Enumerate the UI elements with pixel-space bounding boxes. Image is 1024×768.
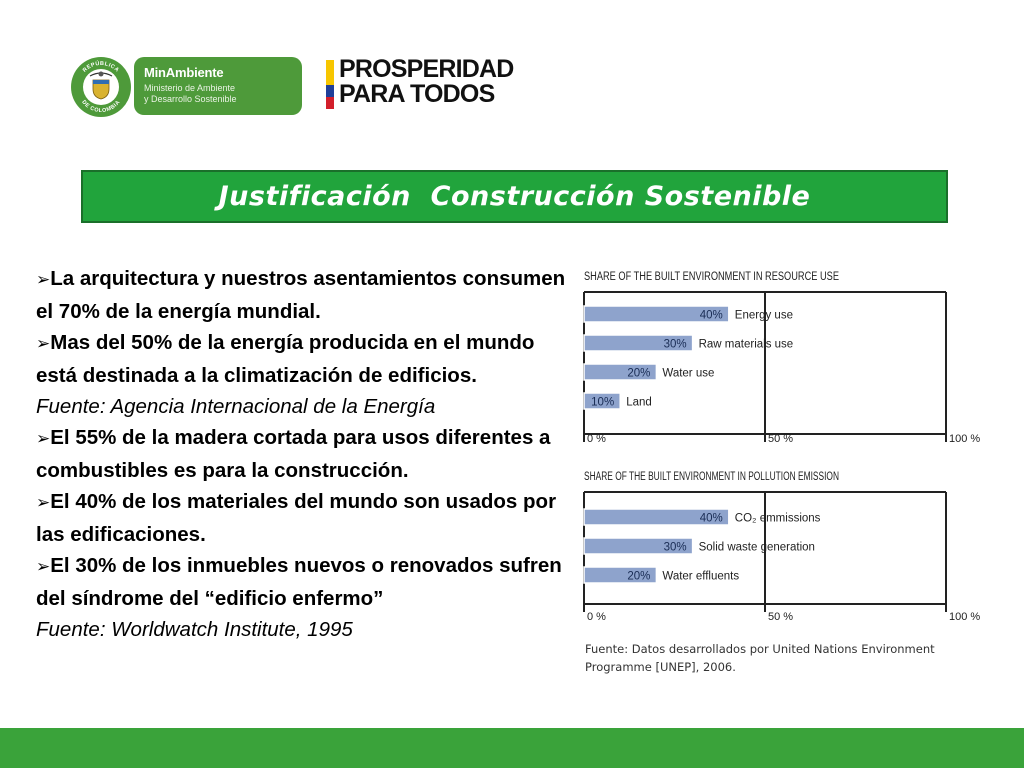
chart-1-category-label: Energy use — [735, 310, 793, 322]
chart-2-category-label: Water effluents — [662, 571, 739, 583]
bullet-3-text: El 55% de la madera cortada para usos di… — [36, 426, 551, 482]
chart-1-category-label: Land — [626, 397, 652, 409]
chart-source-line1: Fuente: Datos desarrollados por United N… — [585, 642, 935, 656]
chart-2-bar-value-label: 40% — [700, 513, 723, 525]
minambiente-logo: MinAmbiente Ministerio de Ambiente y Des… — [134, 57, 302, 115]
bullet-5-text: El 30% de los inmuebles nuevos o renovad… — [36, 554, 562, 610]
chart-2-category-label: CO₂ emmissions — [735, 513, 821, 525]
chart-1-bar-value-label: 40% — [700, 310, 723, 322]
chart-2-bar — [583, 566, 658, 584]
bullet-arrow-icon: ➢ — [36, 493, 51, 513]
bullet-arrow-icon: ➢ — [36, 557, 51, 577]
bullet-3: ➢El 55% de la madera cortada para usos d… — [36, 422, 571, 486]
chart-1-title: SHARE OF THE BUILT ENVIRONMENT IN RESOUR… — [584, 271, 839, 283]
chart-source: Fuente: Datos desarrollados por United N… — [585, 640, 965, 676]
prosperidad-line1: PROSPERIDAD — [339, 55, 514, 83]
chart-2-tick-label: 100 % — [949, 611, 980, 623]
bullet-2: ➢Mas del 50% de la energía producida en … — [36, 327, 571, 391]
chart-1-category-label: Raw materials use — [699, 339, 794, 351]
chart-2-bar-value-label: 20% — [627, 571, 650, 583]
body-text: ➢La arquitectura y nuestros asentamiento… — [36, 263, 571, 645]
colombia-flag-icon — [326, 60, 334, 109]
chart-2-bar-value-label: 30% — [664, 542, 687, 554]
chart-2-category-label: Solid waste generation — [699, 542, 815, 554]
bullet-arrow-icon: ➢ — [36, 270, 51, 290]
chart-2-tick-label: 50 % — [768, 611, 793, 623]
chart-1-tick-label: 100 % — [949, 433, 980, 445]
title-banner: Justificación Construcción Sostenible — [81, 170, 948, 223]
chart-1-bar — [583, 305, 730, 323]
chart-1-bar — [583, 334, 694, 352]
colombia-seal-logo: REPÚBLICA DE COLOMBIA — [71, 57, 131, 117]
chart-1-category-label: Water use — [662, 368, 714, 380]
chart-1-bar — [583, 363, 658, 381]
chart-2-bar — [583, 537, 694, 555]
source-1: Fuente: Agencia Internacional de la Ener… — [36, 395, 436, 418]
slide-title: Justificación Construcción Sostenible — [218, 181, 811, 212]
chart-2-bar — [583, 508, 730, 526]
chart-2-tick-label: 0 % — [587, 611, 606, 623]
chart-1-bar-value-label: 10% — [591, 397, 614, 409]
bullet-arrow-icon: ➢ — [36, 334, 51, 354]
chart-1-tick-label: 50 % — [768, 433, 793, 445]
chart-1-bar-value-label: 30% — [664, 339, 687, 351]
prosperidad-logo: PROSPERIDAD PARA TODOS — [339, 57, 514, 107]
minambiente-line1: Ministerio de Ambiente — [144, 83, 236, 93]
source-2: Fuente: Worldwatch Institute, 1995 — [36, 618, 353, 641]
bullet-1-text: La arquitectura y nuestros asentamientos… — [36, 267, 566, 323]
chart-1-tick-label: 0 % — [587, 433, 606, 445]
bullet-5: ➢El 30% de los inmuebles nuevos o renova… — [36, 550, 571, 614]
chart-2-title: SHARE OF THE BUILT ENVIRONMENT IN POLLUT… — [584, 471, 839, 483]
chart-1-bar — [583, 392, 621, 410]
footer-bar — [0, 728, 1024, 768]
bullet-1: ➢La arquitectura y nuestros asentamiento… — [36, 263, 571, 327]
bullet-2-text: Mas del 50% de la energía producida en e… — [36, 331, 535, 387]
bullet-4: ➢El 40% de los materiales del mundo son … — [36, 486, 571, 550]
chart-source-line2: Programme [UNEP], 2006. — [585, 660, 736, 674]
prosperidad-line2: PARA TODOS — [339, 80, 495, 108]
bullet-4-text: El 40% de los materiales del mundo son u… — [36, 490, 557, 546]
chart-1-bar-value-label: 20% — [627, 368, 650, 380]
minambiente-name: MinAmbiente — [144, 65, 224, 80]
minambiente-line2: y Desarrollo Sostenible — [144, 94, 237, 104]
bullet-arrow-icon: ➢ — [36, 429, 51, 449]
built-environment-charts: SHARE OF THE BUILT ENVIRONMENT IN RESOUR… — [583, 271, 980, 623]
